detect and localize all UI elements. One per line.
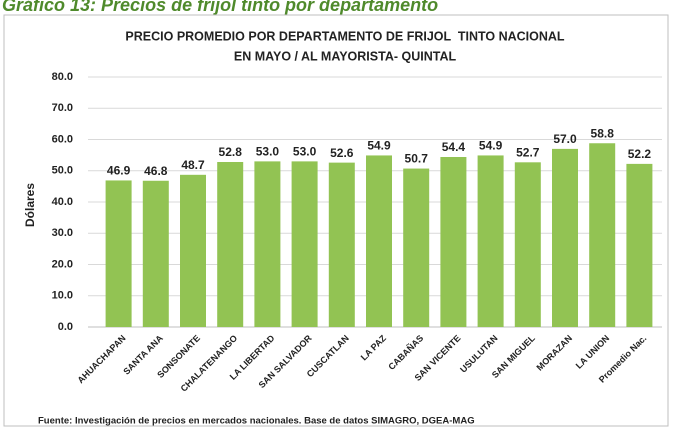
bar [589, 143, 616, 327]
data-label: 57.0 [553, 132, 577, 146]
x-tick-label: AHUACHAPAN [75, 333, 127, 385]
bar [254, 161, 281, 327]
x-tick-label: LA PAZ [359, 333, 389, 363]
y-tick-label: 20.0 [52, 258, 73, 270]
data-label: 54.4 [442, 140, 466, 154]
data-label: 54.9 [367, 139, 391, 153]
bar [626, 163, 653, 327]
y-tick-label: 70.0 [52, 102, 73, 114]
y-tick-label: 40.0 [52, 196, 73, 208]
x-tick-label: MORAZAN [534, 333, 574, 373]
bar [552, 148, 578, 327]
chart-title: PRECIO PROMEDIO POR DEPARTAMENTO DE FRIJ… [125, 29, 565, 43]
bar [514, 162, 541, 327]
data-label: 50.7 [405, 152, 429, 166]
data-label: 52.8 [219, 145, 243, 159]
data-label: 46.8 [144, 164, 168, 178]
bar [291, 161, 318, 327]
data-label: 53.0 [293, 145, 317, 159]
x-tick-label: LA UNION [574, 333, 612, 371]
bar [105, 180, 132, 327]
bar [180, 174, 206, 327]
bar [328, 162, 355, 327]
bar [366, 155, 392, 327]
y-tick-label: 0.0 [58, 321, 73, 333]
y-tick-label: 50.0 [52, 165, 73, 177]
y-tick-label: 60.0 [52, 133, 73, 145]
bar [440, 157, 467, 327]
bar [217, 162, 244, 327]
x-tick-label: CABAÑAS [386, 333, 425, 372]
data-label: 58.8 [591, 126, 615, 140]
y-tick-label: 80.0 [52, 71, 73, 83]
data-label: 52.7 [516, 145, 540, 159]
data-label: 46.9 [107, 164, 131, 178]
data-label: 52.6 [330, 146, 354, 160]
chart-border [3, 14, 669, 427]
data-label: 48.7 [181, 158, 205, 172]
header: Gráfico 13: Precios de frijol tinto por … [2, 0, 438, 15]
chart-title: EN MAYO / AL MAYORISTA- QUINTAL [234, 49, 457, 63]
data-label: 53.0 [256, 145, 280, 159]
y-axis-label: Dólares [23, 183, 37, 227]
bar [403, 168, 430, 327]
y-tick-label: 10.0 [52, 290, 73, 302]
source: Fuente: Investigación de precios en merc… [38, 416, 475, 427]
bar [477, 155, 504, 327]
data-label: 54.9 [479, 139, 503, 153]
data-label: 52.2 [628, 147, 652, 161]
bar [142, 180, 169, 327]
y-tick-label: 30.0 [52, 227, 73, 239]
